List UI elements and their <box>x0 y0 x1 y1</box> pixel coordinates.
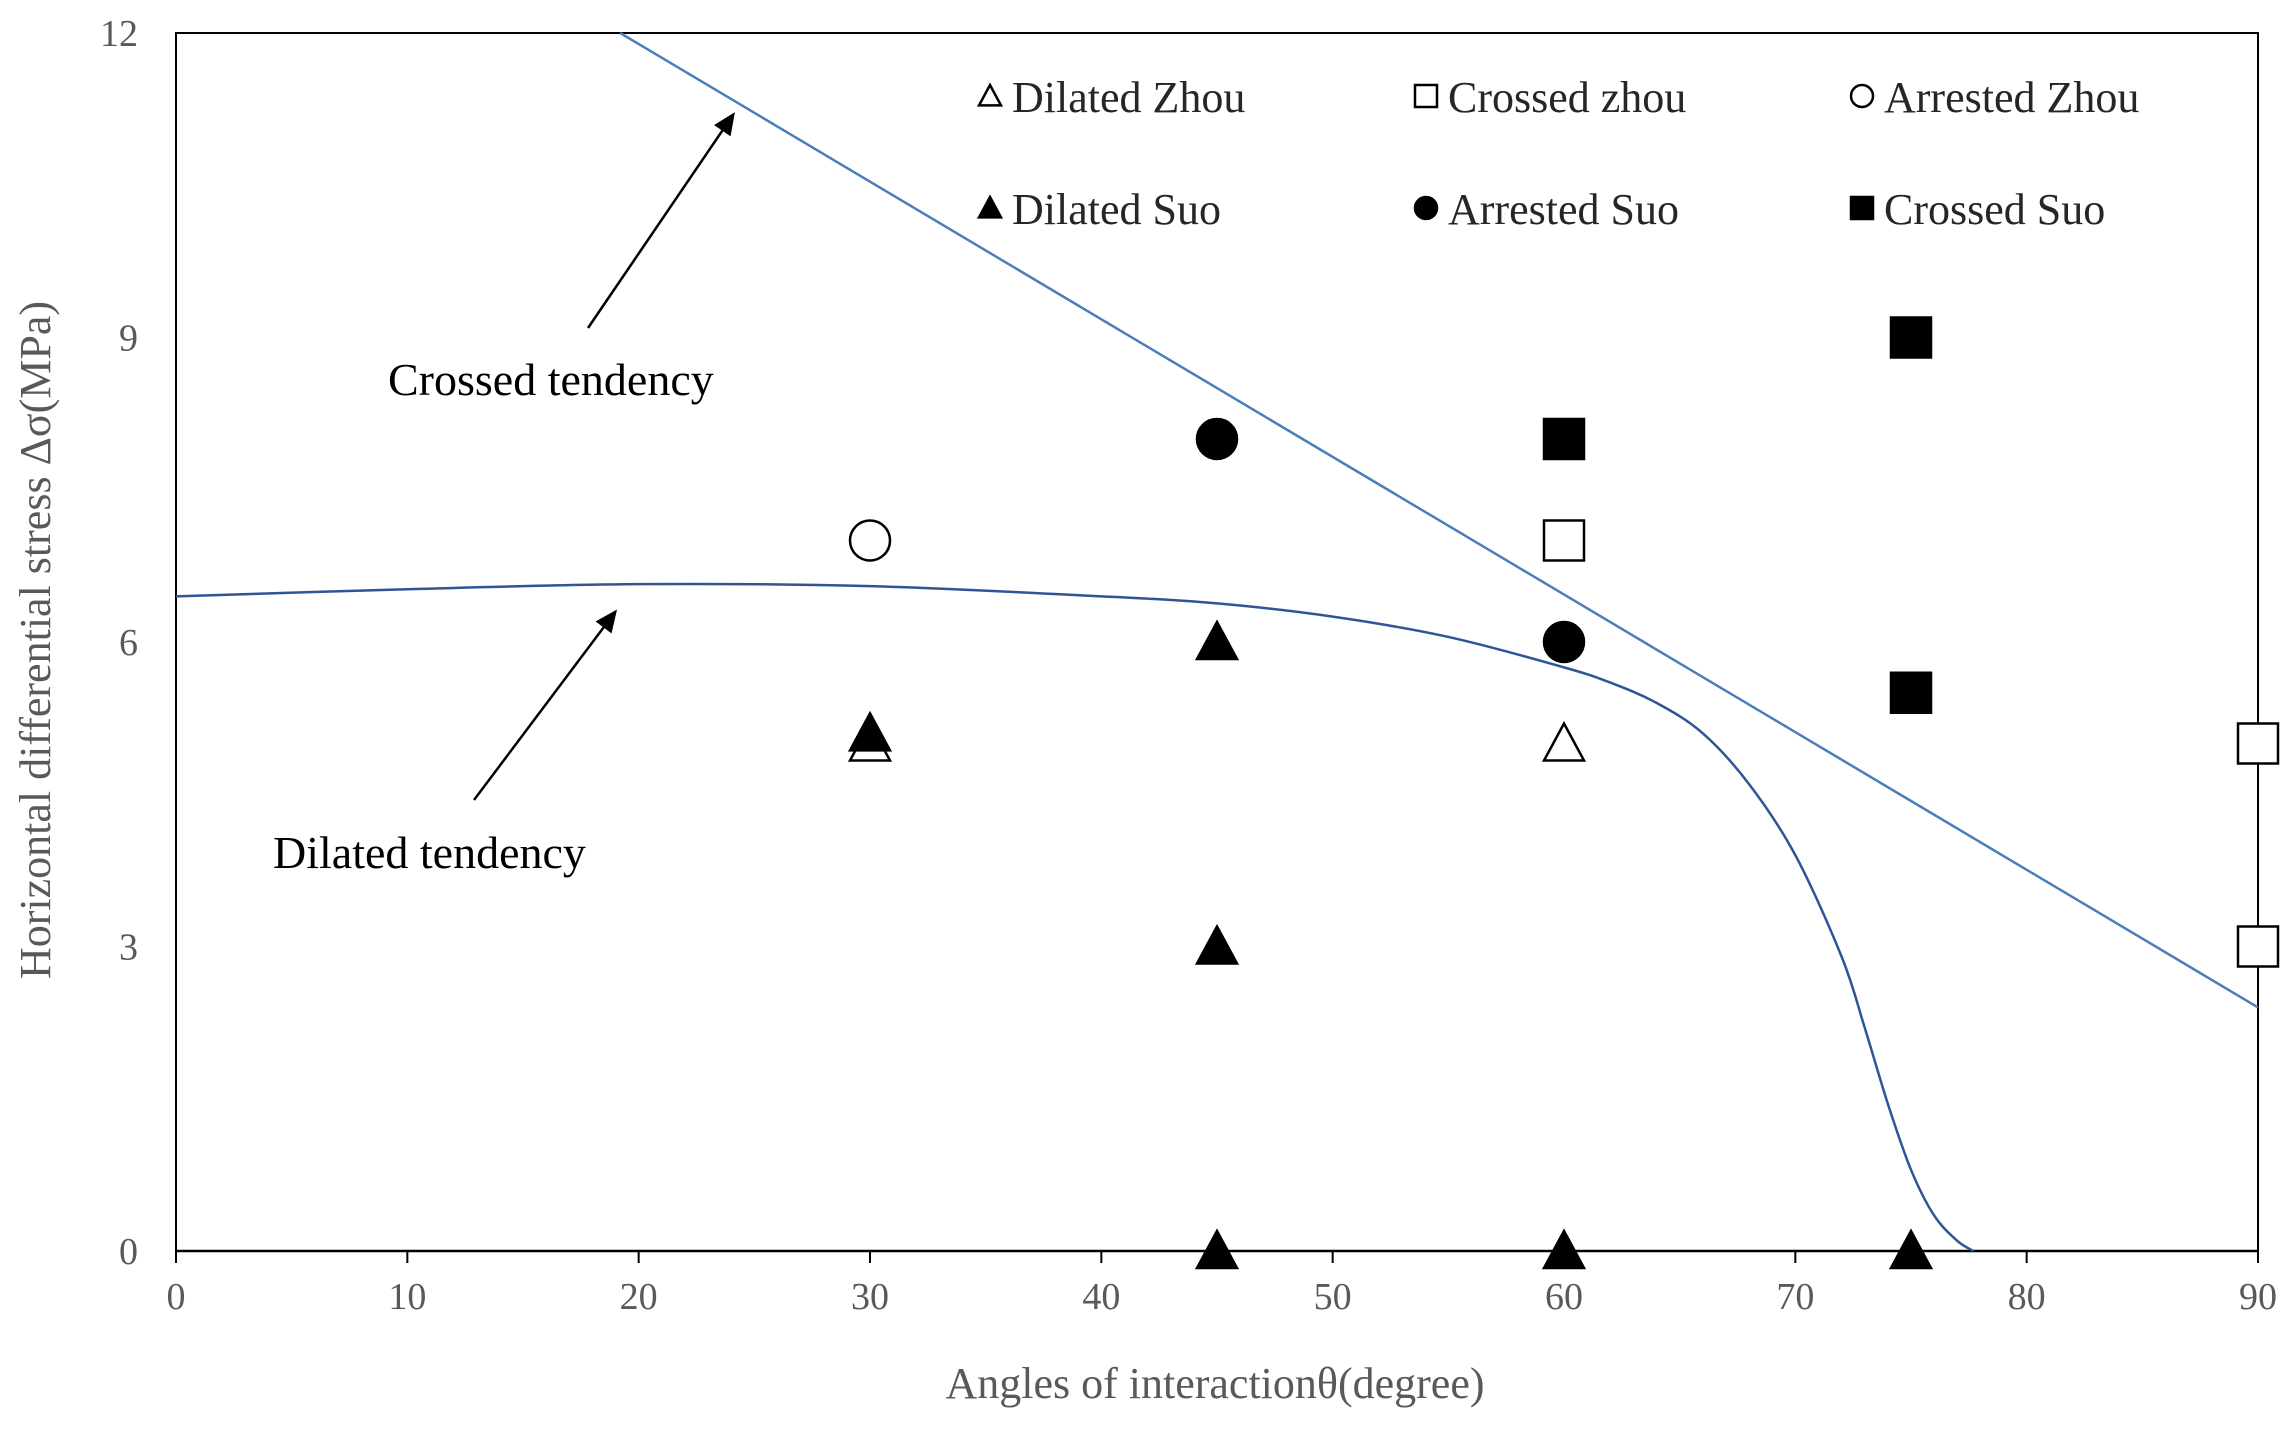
y-tick-label: 9 <box>119 318 138 360</box>
annotations: Crossed tendency Dilated tendency <box>273 112 735 878</box>
legend-dilated-zhou-label: Dilated Zhou <box>1012 73 1245 122</box>
legend-crossed-suo-label: Crossed Suo <box>1884 185 2105 234</box>
legend-arrested-zhou-marker <box>1849 83 1875 109</box>
y-tick-label: 3 <box>119 927 138 969</box>
x-tick-label: 60 <box>1545 1276 1583 1318</box>
crossed-tendency-label: Crossed tendency <box>388 354 714 405</box>
legend-arrested-suo-label: Arrested Suo <box>1448 185 1679 234</box>
legend: Dilated Zhou Crossed zhou Arrested Zhou Dil… <box>976 73 2139 234</box>
crossed-tendency-line <box>619 31 2259 1009</box>
x-tick-label: 50 <box>1314 1276 1352 1318</box>
dilated-tendency-label: Dilated tendency <box>273 827 586 878</box>
trend-lines <box>175 31 2259 1253</box>
dilated-suo-point <box>1194 923 1240 965</box>
dilated-tendency-curve <box>175 582 1975 1253</box>
dilated-tendency-arrow <box>473 609 618 801</box>
crossed-suo-point <box>1889 316 1933 359</box>
crossed-suo-point <box>1889 671 1933 714</box>
legend-crossed-zhou-marker <box>1413 83 1439 109</box>
data-points <box>847 316 2280 1270</box>
legend-arrested-zhou-label: Arrested Zhou <box>1884 73 2139 122</box>
dilated-zhou-point <box>1541 720 1587 762</box>
crossed-suo-point <box>1542 417 1586 461</box>
legend-crossed-zhou-label: Crossed zhou <box>1448 73 1686 122</box>
arrested-zhou-point <box>848 519 892 562</box>
crossed-tendency-arrow <box>586 112 735 329</box>
legend-dilated-suo-label: Dilated Suo <box>1012 185 1221 234</box>
x-tick-label: 30 <box>851 1276 889 1318</box>
dilated-suo-point <box>847 710 893 752</box>
crossed-zhou-point <box>2236 722 2280 765</box>
x-tick-label: 90 <box>2239 1276 2277 1318</box>
crossed-zhou-point <box>2236 925 2280 968</box>
legend-arrested-suo-marker <box>1413 195 1439 221</box>
legend-dilated-zhou-marker <box>976 82 1004 107</box>
dilated-suo-point <box>1541 1228 1587 1270</box>
arrested-suo-point <box>1542 620 1586 664</box>
x-tick-label: 70 <box>1776 1276 1814 1318</box>
arrested-suo-point <box>1195 417 1239 461</box>
x-tick-label: 40 <box>1082 1276 1120 1318</box>
crossed-zhou-point <box>1542 519 1586 562</box>
legend-crossed-suo-marker <box>1849 195 1875 221</box>
y-tick-label: 6 <box>119 622 138 664</box>
y-axis-title: Horizontal differential stress Δσ(MPa) <box>11 301 60 979</box>
y-tick-label: 12 <box>100 13 138 55</box>
x-tick-label: 20 <box>620 1276 658 1318</box>
legend-dilated-suo-marker <box>976 194 1004 219</box>
x-tick-label: 0 <box>167 1276 186 1318</box>
dilated-suo-point <box>1194 619 1240 661</box>
y-tick-label: 0 <box>119 1231 138 1273</box>
x-tick-label: 80 <box>2008 1276 2046 1318</box>
x-tick-label: 10 <box>388 1276 426 1318</box>
x-axis-title: Angles of interactionθ(degree) <box>945 1359 1484 1408</box>
dilated-suo-point <box>1888 1228 1934 1270</box>
dilated-suo-point <box>1194 1228 1240 1270</box>
